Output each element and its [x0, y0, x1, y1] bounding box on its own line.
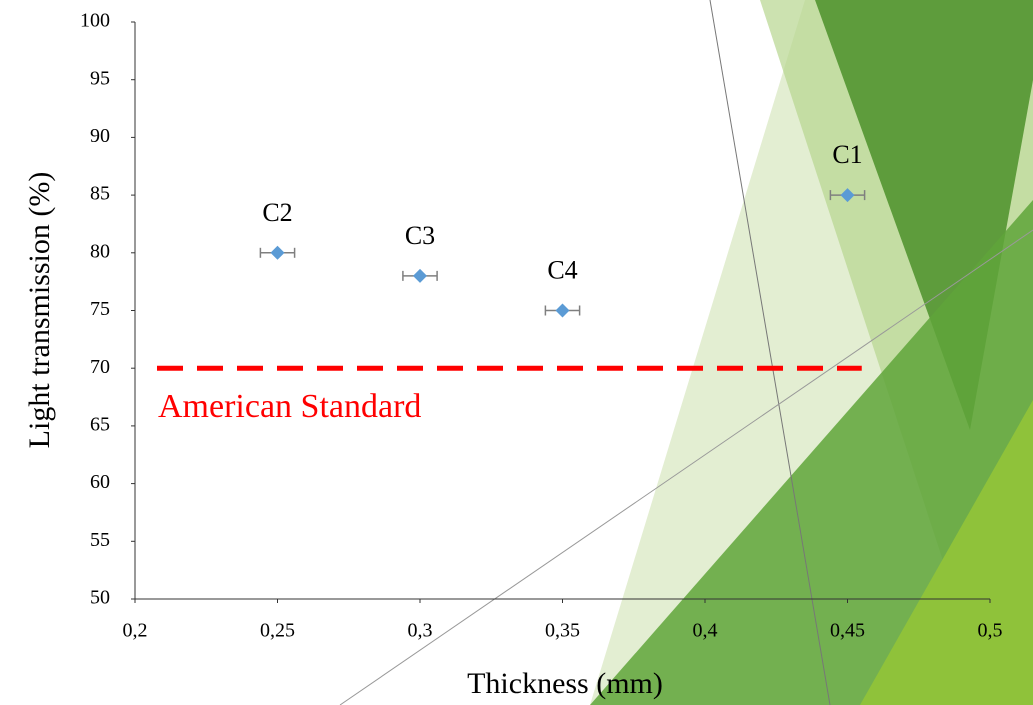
point-label: C3	[405, 221, 435, 250]
y-tick-label: 85	[90, 183, 110, 205]
x-axis-label: Thickness (mm)	[467, 667, 663, 700]
point	[555, 303, 570, 318]
x-tick-label: 0,5	[978, 620, 1003, 642]
x-tick-label: 0,3	[408, 620, 433, 642]
y-tick-label: 65	[90, 413, 110, 435]
point	[270, 245, 285, 260]
x-tick-label: 0,2	[123, 620, 148, 642]
y-tick-label: 95	[90, 67, 110, 89]
bg-shape	[860, 400, 1033, 705]
bg-shape	[590, 200, 1033, 705]
reference-label: American Standard	[158, 388, 421, 425]
y-tick-label: 60	[90, 471, 110, 493]
point	[413, 268, 427, 283]
x-tick-label: 0,45	[830, 620, 865, 642]
point	[840, 188, 855, 203]
point-label: C1	[832, 140, 862, 169]
y-tick-label: 90	[90, 125, 110, 147]
y-tick-label: 80	[90, 240, 110, 262]
y-tick-label: 100	[80, 10, 110, 32]
y-tick-label: 50	[90, 587, 110, 609]
y-tick-label: 55	[90, 529, 110, 551]
y-tick-label: 75	[90, 298, 110, 320]
background	[339, 0, 1033, 705]
y-tick-label: 70	[90, 356, 110, 378]
bg-line	[339, 229, 1033, 705]
x-tick-label: 0,4	[693, 620, 718, 642]
point-label: C2	[262, 198, 292, 227]
bg-line	[709, 0, 831, 705]
x-tick-label: 0,25	[260, 620, 295, 642]
y-axis-label: Light transmission (%)	[23, 172, 56, 449]
point-label: C4	[547, 255, 577, 284]
x-tick-label: 0,35	[545, 620, 580, 642]
